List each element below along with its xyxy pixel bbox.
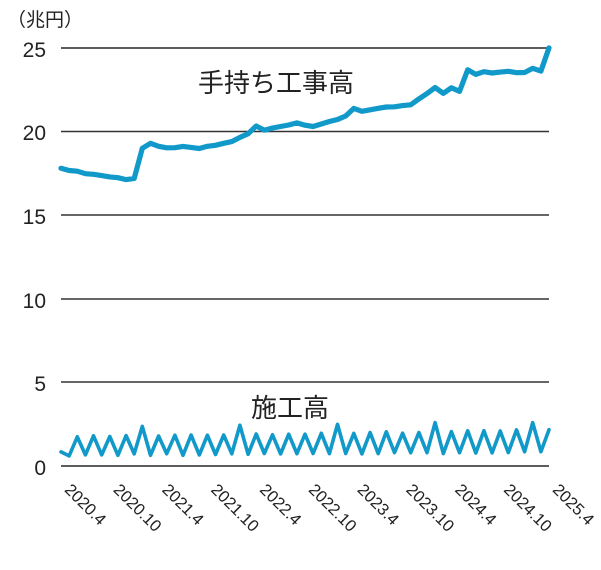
svg-text:0: 0 (34, 457, 46, 480)
svg-text:2023.4: 2023.4 (354, 481, 402, 529)
svg-text:2024.10: 2024.10 (500, 481, 555, 536)
svg-text:2022.4: 2022.4 (256, 481, 304, 529)
svg-text:2023.10: 2023.10 (402, 481, 457, 536)
svg-text:2025.4: 2025.4 (549, 481, 597, 529)
svg-text:2020.10: 2020.10 (110, 481, 165, 536)
svg-text:施工高: 施工高 (251, 388, 329, 425)
svg-text:手持ち工事高: 手持ち工事高 (198, 63, 354, 100)
svg-text:2021.10: 2021.10 (207, 481, 262, 536)
svg-text:20: 20 (23, 122, 46, 145)
svg-text:2021.4: 2021.4 (158, 481, 206, 529)
svg-text:5: 5 (34, 373, 46, 396)
svg-text:（兆円）: （兆円） (7, 9, 83, 31)
svg-text:25: 25 (23, 39, 46, 62)
svg-text:2020.4: 2020.4 (61, 481, 109, 529)
svg-text:10: 10 (23, 290, 46, 313)
svg-text:2022.10: 2022.10 (305, 481, 360, 536)
svg-text:2024.4: 2024.4 (451, 481, 499, 529)
svg-text:15: 15 (23, 206, 46, 229)
